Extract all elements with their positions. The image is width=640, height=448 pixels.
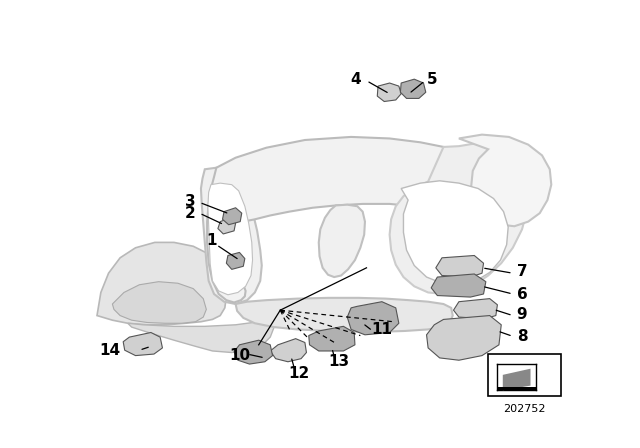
Polygon shape: [128, 317, 274, 353]
Polygon shape: [427, 315, 501, 360]
Text: 7: 7: [516, 264, 527, 279]
Text: 11: 11: [371, 322, 392, 337]
Text: 3: 3: [185, 194, 196, 209]
Polygon shape: [227, 252, 245, 269]
Polygon shape: [459, 134, 551, 226]
Polygon shape: [123, 332, 163, 356]
Polygon shape: [270, 339, 307, 362]
Polygon shape: [208, 183, 253, 295]
Text: 5: 5: [427, 72, 437, 86]
Polygon shape: [236, 298, 452, 332]
Text: 6: 6: [516, 287, 527, 302]
Polygon shape: [207, 137, 515, 302]
Polygon shape: [497, 387, 536, 390]
Text: 12: 12: [288, 366, 309, 381]
Text: 1: 1: [206, 233, 216, 248]
Text: 9: 9: [516, 307, 527, 322]
Text: 10: 10: [230, 348, 251, 363]
Polygon shape: [113, 282, 206, 323]
Text: 13: 13: [328, 354, 349, 369]
Bar: [488, 354, 561, 396]
Polygon shape: [454, 299, 497, 319]
Polygon shape: [390, 142, 528, 294]
Polygon shape: [436, 255, 484, 277]
Polygon shape: [308, 326, 355, 351]
Polygon shape: [378, 83, 401, 102]
Polygon shape: [97, 242, 227, 325]
Polygon shape: [223, 208, 242, 225]
Text: 14: 14: [99, 343, 120, 358]
Text: 202752: 202752: [504, 404, 546, 414]
Polygon shape: [431, 274, 486, 297]
Polygon shape: [401, 181, 508, 285]
Text: 8: 8: [516, 329, 527, 344]
Polygon shape: [201, 168, 262, 304]
Text: 4: 4: [351, 72, 361, 86]
Polygon shape: [319, 205, 365, 277]
Polygon shape: [234, 340, 273, 364]
Polygon shape: [503, 369, 531, 390]
Polygon shape: [401, 79, 426, 99]
Polygon shape: [218, 218, 236, 234]
Polygon shape: [348, 302, 399, 335]
Text: 2: 2: [185, 206, 196, 221]
